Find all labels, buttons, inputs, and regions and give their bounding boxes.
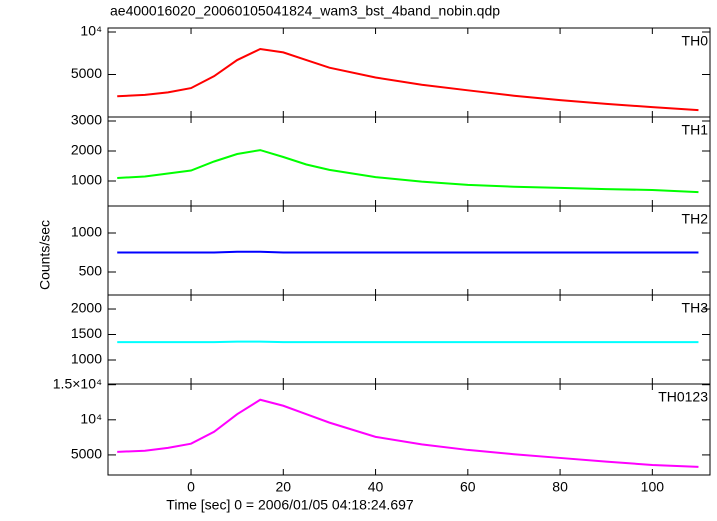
panel-frame	[107, 383, 711, 476]
y-tick-label: 5000	[71, 446, 102, 462]
legend-label: TH0123	[658, 389, 708, 405]
data-line	[117, 149, 699, 194]
data-line	[117, 398, 699, 468]
legend-label: TH3	[682, 300, 709, 316]
y-tick-label: 2000	[71, 142, 102, 158]
y-tick-label: 1000	[71, 224, 102, 240]
x-tick-label: 100	[641, 479, 665, 495]
data-line	[117, 250, 699, 254]
data-line	[117, 47, 699, 112]
panel-frame	[107, 294, 711, 385]
y-axis-label: Counts/sec	[37, 220, 53, 290]
y-tick-label: 1.5×10⁴	[53, 375, 102, 391]
panel-frame	[107, 116, 711, 207]
y-tick-label: 2000	[71, 300, 102, 316]
legend-label: TH2	[682, 211, 709, 227]
data-line	[117, 340, 699, 344]
y-tick-label: 1000	[71, 172, 102, 188]
panel-frame	[107, 205, 711, 296]
x-tick-label: 20	[276, 479, 292, 495]
y-tick-label: 5000	[71, 65, 102, 81]
x-axis-label: Time [sec] 0 = 2006/01/05 04:18:24.697	[166, 497, 414, 513]
legend-label: TH1	[682, 122, 709, 138]
x-tick-label: 40	[368, 479, 384, 495]
x-tick-label: 60	[460, 479, 476, 495]
x-tick-label: 0	[187, 479, 195, 495]
y-tick-label: 1000	[71, 351, 102, 367]
chart-title: ae400016020_20060105041824_wam3_bst_4ban…	[110, 3, 500, 19]
y-tick-label: 500	[79, 263, 103, 279]
y-tick-label: 3000	[71, 112, 102, 128]
y-tick-label: 10⁴	[80, 411, 102, 427]
y-tick-label: 1500	[71, 325, 102, 341]
y-tick-label: 10⁴	[80, 23, 102, 39]
x-tick-label: 80	[552, 479, 568, 495]
panel-frame	[107, 27, 711, 118]
legend-label: TH0	[682, 33, 709, 49]
